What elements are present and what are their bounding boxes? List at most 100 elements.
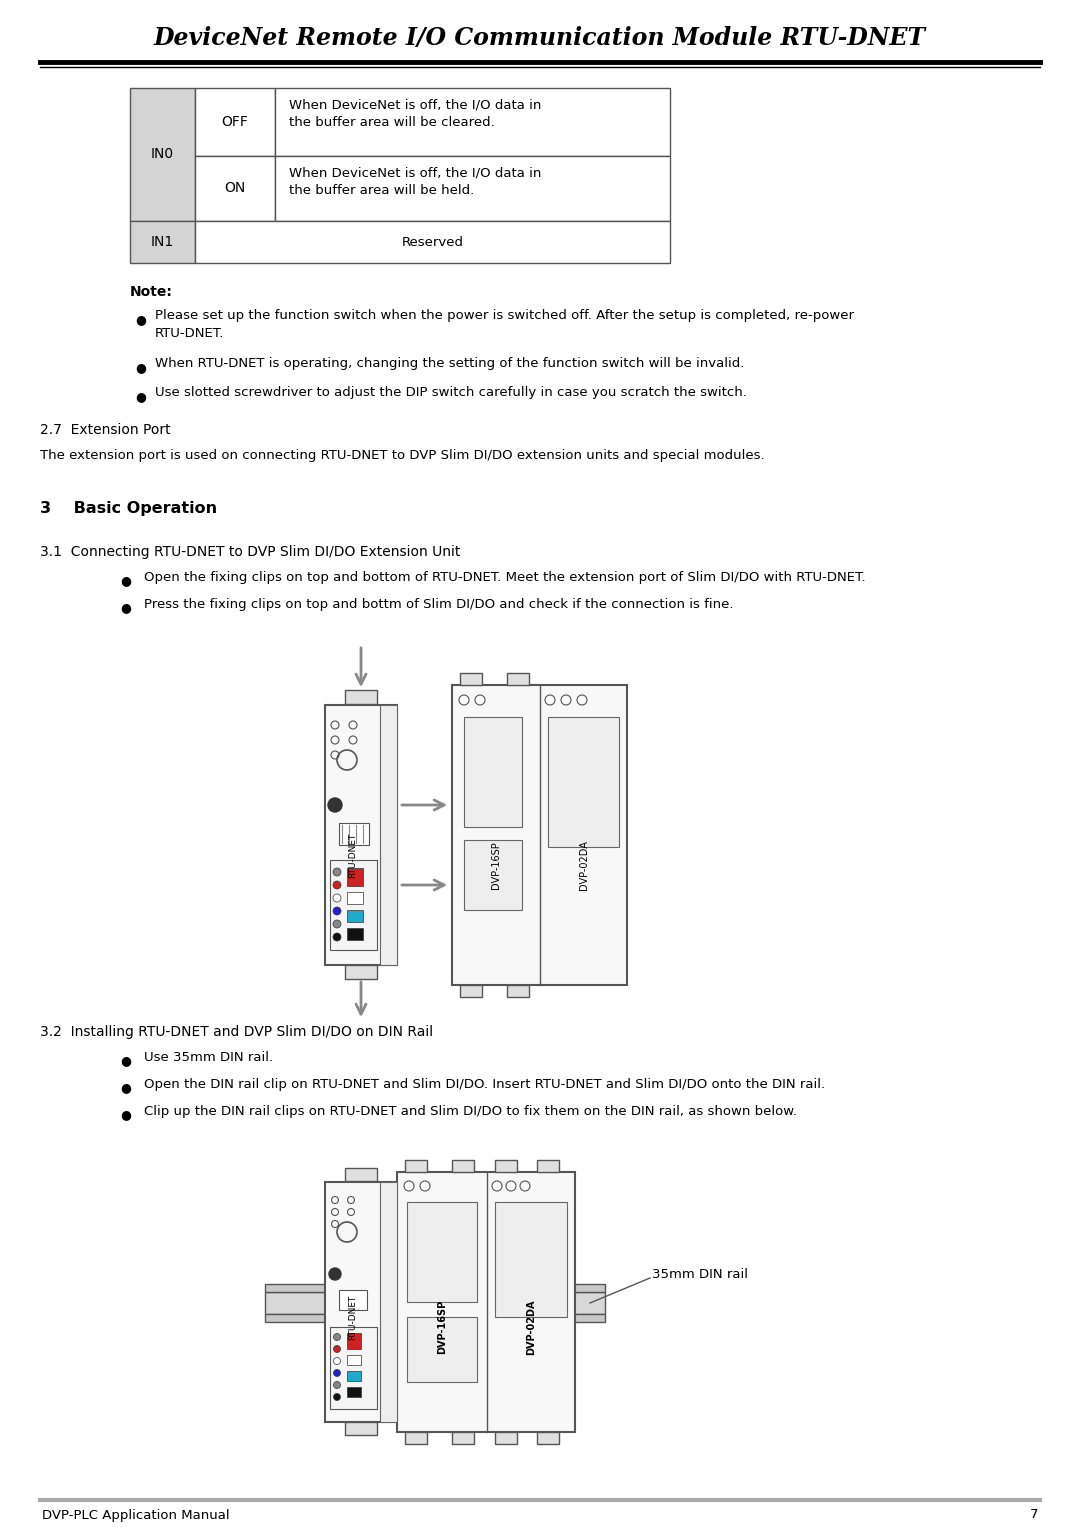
Bar xyxy=(407,1316,477,1382)
Text: ●: ● xyxy=(135,313,146,325)
Bar xyxy=(339,1290,367,1310)
Bar xyxy=(347,1354,361,1365)
Text: When RTU-DNET is operating, changing the setting of the function switch will be : When RTU-DNET is operating, changing the… xyxy=(156,357,744,370)
Text: Use 35mm DIN rail.: Use 35mm DIN rail. xyxy=(144,1051,273,1064)
Text: IN0: IN0 xyxy=(151,148,174,162)
Text: The extension port is used on connecting RTU-DNET to DVP Slim DI/DO extension un: The extension port is used on connecting… xyxy=(40,449,765,463)
Circle shape xyxy=(328,799,342,812)
Bar xyxy=(195,156,275,221)
Bar xyxy=(347,867,363,886)
Text: DVP-02DA: DVP-02DA xyxy=(579,840,589,890)
Text: DVP-02DA: DVP-02DA xyxy=(526,1299,536,1354)
Bar xyxy=(330,1327,377,1409)
Bar xyxy=(330,860,377,950)
Bar xyxy=(345,965,377,979)
Bar xyxy=(495,1432,517,1445)
Text: Use slotted screwdriver to adjust the DIP switch carefully in case you scratch t: Use slotted screwdriver to adjust the DI… xyxy=(156,386,747,399)
Text: Clip up the DIN rail clips on RTU-DNET and Slim DI/DO to fix them on the DIN rai: Clip up the DIN rail clips on RTU-DNET a… xyxy=(144,1106,797,1118)
Bar xyxy=(495,1202,567,1316)
Circle shape xyxy=(333,907,341,915)
Text: 3    Basic Operation: 3 Basic Operation xyxy=(40,501,217,516)
Text: ●: ● xyxy=(120,602,131,614)
Bar xyxy=(195,221,670,263)
Text: Reserved: Reserved xyxy=(402,235,463,249)
Bar xyxy=(347,1387,361,1397)
Text: Open the fixing clips on top and bottom of RTU-DNET. Meet the extension port of : Open the fixing clips on top and bottom … xyxy=(144,571,866,583)
Bar xyxy=(339,823,369,844)
Text: ON: ON xyxy=(225,182,245,195)
Text: 3.2  Installing RTU-DNET and DVP Slim DI/DO on DIN Rail: 3.2 Installing RTU-DNET and DVP Slim DI/… xyxy=(40,1025,433,1038)
Bar xyxy=(130,89,195,221)
Text: DVP-PLC Application Manual: DVP-PLC Application Manual xyxy=(42,1509,230,1521)
Circle shape xyxy=(333,881,341,889)
Circle shape xyxy=(329,1267,341,1280)
Text: 3.1  Connecting RTU-DNET to DVP Slim DI/DO Extension Unit: 3.1 Connecting RTU-DNET to DVP Slim DI/D… xyxy=(40,545,460,559)
Bar xyxy=(495,1161,517,1173)
Text: ●: ● xyxy=(120,1081,131,1093)
Bar xyxy=(265,1315,605,1322)
Bar xyxy=(345,1168,377,1180)
Text: 7: 7 xyxy=(1029,1509,1038,1521)
Bar xyxy=(345,690,377,704)
Bar xyxy=(464,840,522,910)
Text: DVP-16SP: DVP-16SP xyxy=(491,841,501,889)
Text: RTU-DNET: RTU-DNET xyxy=(349,832,357,878)
Text: ●: ● xyxy=(120,1054,131,1067)
Bar xyxy=(347,1371,361,1380)
Text: Note:: Note: xyxy=(130,286,173,299)
Circle shape xyxy=(333,867,341,876)
Bar xyxy=(265,1292,605,1315)
Text: When DeviceNet is off, the I/O data in
the buffer area will be held.: When DeviceNet is off, the I/O data in t… xyxy=(289,166,541,197)
Bar xyxy=(453,1432,474,1445)
Circle shape xyxy=(334,1382,340,1388)
Text: DVP-16SP: DVP-16SP xyxy=(437,1299,447,1354)
Bar xyxy=(405,1432,427,1445)
Bar xyxy=(464,718,522,828)
Bar xyxy=(453,1161,474,1173)
Text: Press the fixing clips on top and bottm of Slim DI/DO and check if the connectio: Press the fixing clips on top and bottm … xyxy=(144,599,733,611)
Bar xyxy=(130,221,195,263)
Text: Open the DIN rail clip on RTU-DNET and Slim DI/DO. Insert RTU-DNET and Slim DI/D: Open the DIN rail clip on RTU-DNET and S… xyxy=(144,1078,825,1090)
Text: 35mm DIN rail: 35mm DIN rail xyxy=(652,1269,748,1281)
Circle shape xyxy=(334,1394,340,1400)
Bar xyxy=(460,985,482,997)
Bar xyxy=(507,985,529,997)
Circle shape xyxy=(334,1370,340,1376)
Bar xyxy=(325,1182,397,1422)
Circle shape xyxy=(334,1333,340,1341)
Text: IN1: IN1 xyxy=(151,235,174,249)
Bar xyxy=(347,928,363,941)
Bar xyxy=(380,1182,397,1422)
Text: When DeviceNet is off, the I/O data in
the buffer area will be cleared.: When DeviceNet is off, the I/O data in t… xyxy=(289,98,541,128)
Bar xyxy=(405,1161,427,1173)
Bar xyxy=(548,718,619,847)
Bar xyxy=(380,705,397,965)
Text: Please set up the function switch when the power is switched off. After the setu: Please set up the function switch when t… xyxy=(156,308,854,341)
Bar xyxy=(537,1161,559,1173)
Text: OFF: OFF xyxy=(221,115,248,128)
Text: DeviceNet Remote I/O Communication Module RTU-DNET: DeviceNet Remote I/O Communication Modul… xyxy=(154,26,926,50)
Bar xyxy=(507,673,529,686)
Bar xyxy=(345,1422,377,1435)
Text: ●: ● xyxy=(135,360,146,374)
Text: ●: ● xyxy=(135,389,146,403)
Bar xyxy=(347,910,363,922)
Circle shape xyxy=(333,933,341,941)
Bar xyxy=(347,892,363,904)
Text: ●: ● xyxy=(120,1109,131,1121)
Text: 2.7  Extension Port: 2.7 Extension Port xyxy=(40,423,171,437)
Circle shape xyxy=(334,1345,340,1353)
Bar xyxy=(195,89,275,156)
Text: ●: ● xyxy=(120,574,131,586)
Bar xyxy=(325,705,397,965)
Bar xyxy=(397,1173,575,1432)
Bar xyxy=(537,1432,559,1445)
Bar xyxy=(275,156,670,221)
Bar xyxy=(347,1333,361,1348)
Circle shape xyxy=(333,919,341,928)
Circle shape xyxy=(333,893,341,902)
Bar xyxy=(275,89,670,156)
Bar xyxy=(460,673,482,686)
Bar xyxy=(265,1284,605,1292)
Bar xyxy=(407,1202,477,1303)
